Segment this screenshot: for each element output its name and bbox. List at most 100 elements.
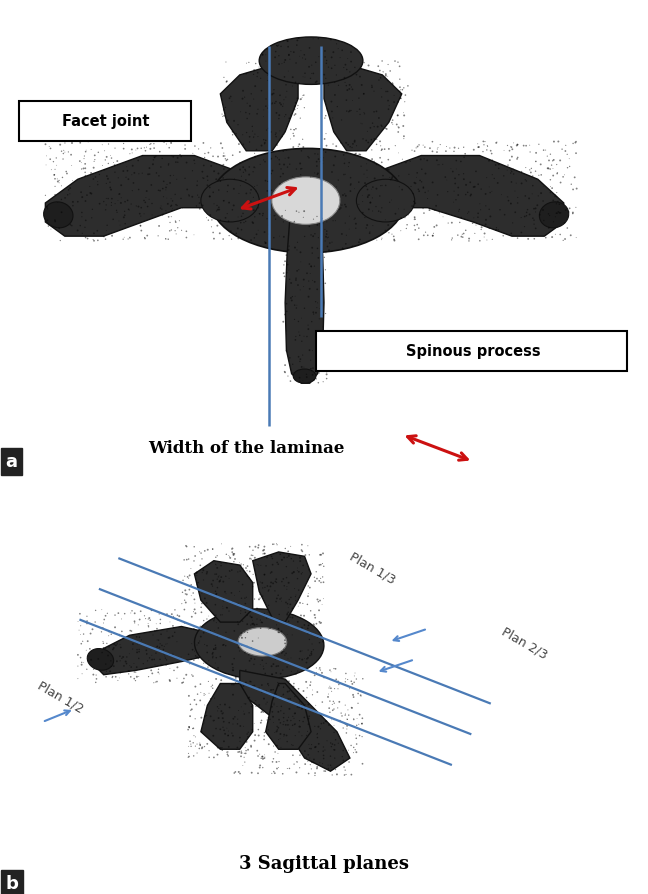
Point	[207, 543, 218, 557]
Point	[143, 617, 154, 631]
Point	[310, 608, 320, 622]
Point	[289, 109, 299, 123]
Point	[255, 591, 265, 605]
Point	[137, 149, 148, 164]
Point	[92, 224, 102, 239]
Point	[215, 214, 226, 228]
Point	[295, 329, 305, 343]
Point	[55, 139, 65, 153]
Point	[224, 724, 234, 738]
Point	[301, 655, 312, 670]
Point	[562, 222, 573, 236]
Point	[343, 105, 354, 120]
Point	[55, 234, 65, 249]
Point	[91, 603, 101, 618]
Point	[237, 631, 247, 645]
Point	[119, 607, 130, 621]
Point	[316, 273, 327, 287]
Point	[327, 105, 337, 120]
Point	[531, 155, 541, 169]
Point	[214, 575, 225, 589]
Point	[297, 544, 308, 559]
Point	[265, 208, 275, 223]
Point	[67, 174, 78, 189]
Point	[310, 611, 320, 625]
Point	[155, 637, 165, 651]
Point	[294, 583, 304, 597]
Point	[245, 610, 255, 624]
Point	[74, 623, 84, 637]
Point	[295, 746, 306, 761]
Point	[41, 158, 51, 173]
Point	[168, 150, 178, 164]
Point	[101, 664, 111, 679]
Point	[54, 176, 64, 190]
Point	[302, 652, 312, 666]
Point	[325, 736, 336, 750]
Point	[476, 203, 486, 217]
Point	[222, 601, 233, 615]
Point	[303, 619, 314, 633]
Point	[305, 283, 315, 297]
Point	[186, 589, 196, 603]
Polygon shape	[253, 552, 311, 622]
Point	[183, 722, 193, 737]
Point	[384, 103, 394, 117]
Point	[184, 689, 194, 704]
Point	[553, 195, 563, 209]
Point	[322, 104, 332, 118]
Point	[296, 544, 307, 558]
Point	[382, 122, 392, 137]
Point	[110, 166, 120, 181]
Point	[487, 168, 498, 182]
Point	[354, 103, 365, 117]
Point	[180, 587, 191, 602]
Point	[259, 726, 270, 740]
Point	[329, 719, 339, 733]
Point	[351, 148, 361, 162]
Point	[235, 105, 246, 120]
Point	[324, 681, 334, 696]
Point	[277, 209, 287, 224]
Point	[107, 192, 117, 207]
Point	[280, 637, 290, 651]
Point	[192, 179, 202, 193]
Point	[263, 105, 273, 120]
Point	[295, 112, 305, 126]
Point	[203, 675, 214, 689]
Point	[319, 670, 329, 685]
Point	[369, 105, 379, 120]
Point	[258, 544, 268, 558]
Point	[299, 360, 309, 375]
Point	[509, 137, 519, 151]
Point	[161, 183, 171, 198]
Point	[205, 208, 216, 223]
Point	[289, 712, 299, 726]
Point	[282, 582, 292, 596]
Point	[273, 732, 284, 746]
Point	[274, 755, 284, 769]
Point	[214, 227, 225, 241]
Point	[233, 211, 243, 225]
Point	[183, 746, 194, 761]
Point	[364, 189, 375, 203]
Point	[121, 654, 131, 669]
Point	[143, 619, 154, 633]
Point	[211, 558, 222, 572]
Point	[520, 210, 530, 224]
Point	[253, 103, 263, 117]
Point	[58, 144, 69, 158]
Point	[262, 175, 273, 190]
Point	[530, 202, 540, 216]
Point	[364, 227, 375, 241]
Point	[256, 559, 266, 573]
Point	[228, 547, 238, 561]
Polygon shape	[201, 684, 253, 749]
Point	[527, 180, 538, 194]
Point	[181, 225, 192, 240]
Point	[328, 138, 338, 152]
Point	[214, 569, 224, 583]
Point	[312, 762, 322, 776]
Point	[136, 201, 146, 215]
Point	[330, 763, 341, 777]
